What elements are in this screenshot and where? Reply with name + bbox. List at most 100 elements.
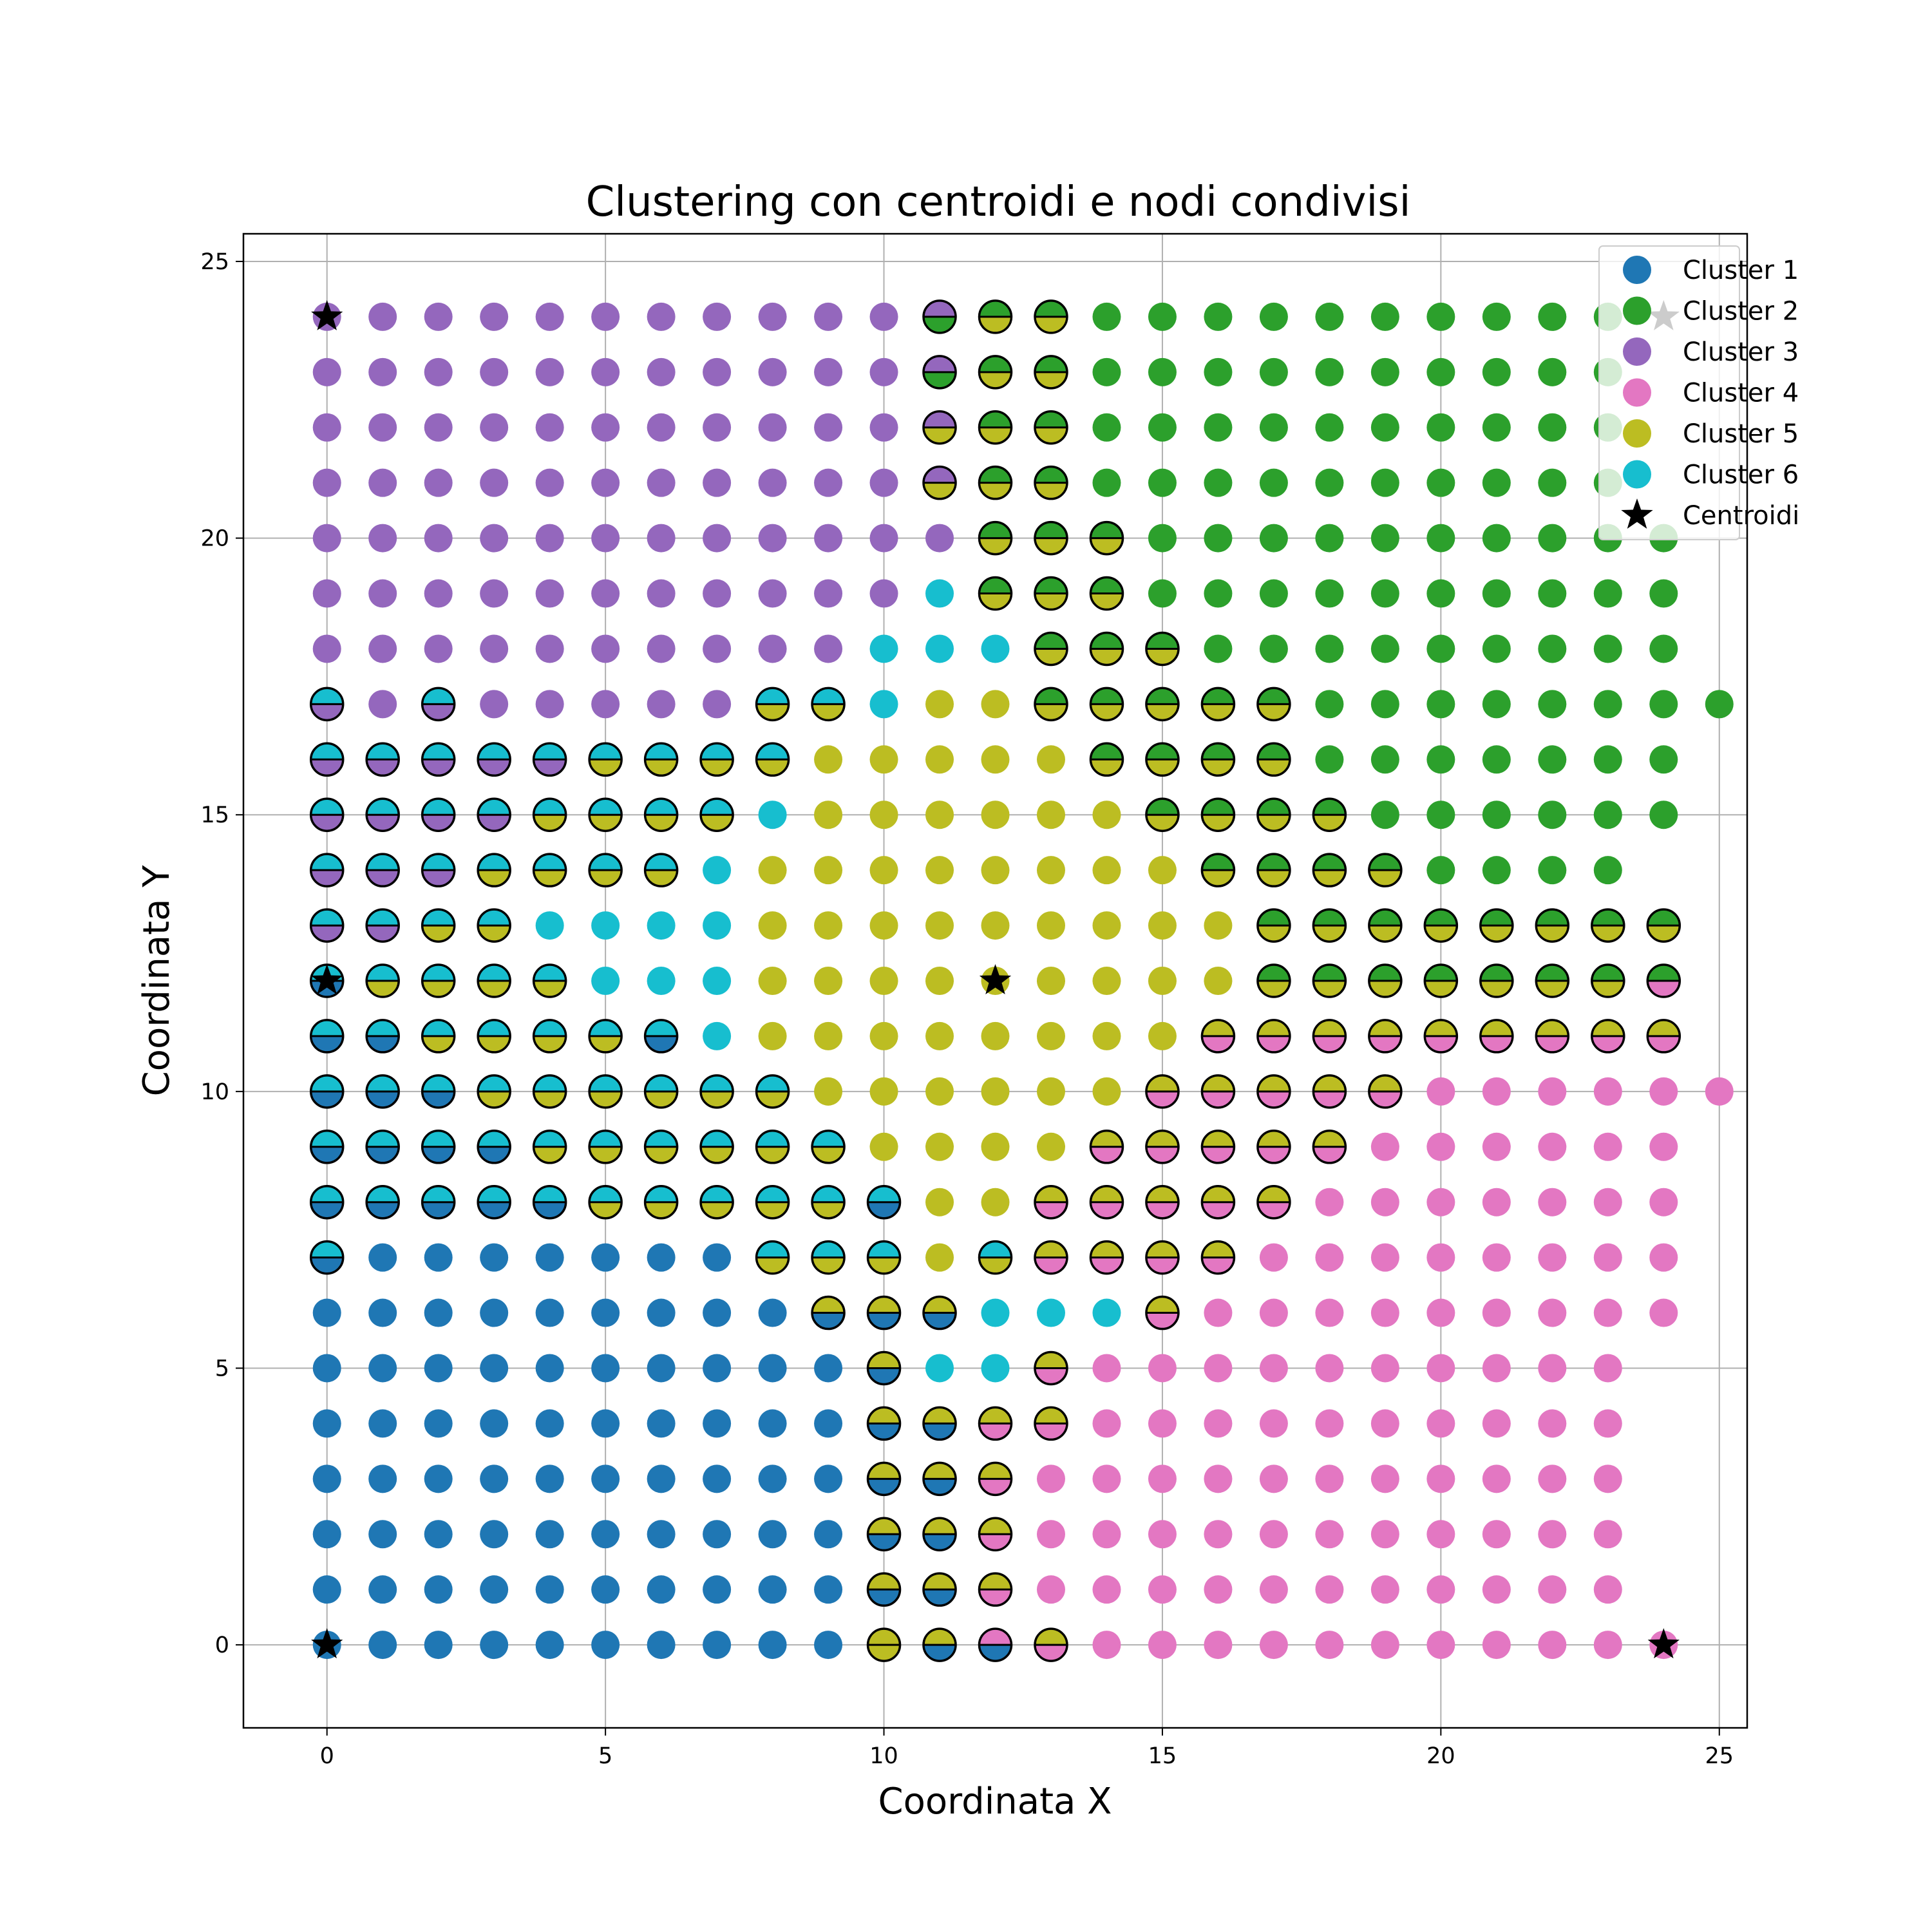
shared-node: [309, 1019, 345, 1054]
shared-node-outline: [532, 853, 567, 887]
shared-node: [643, 853, 679, 887]
shared-node: [811, 1184, 846, 1220]
shared-node-outline: [922, 1461, 957, 1497]
shared-node-bottom-half: [1034, 1645, 1067, 1662]
shared-node-top-half: [478, 743, 511, 760]
shared-node-outline: [1256, 742, 1291, 777]
shared-node: [1312, 853, 1347, 887]
shared-node-bottom-half: [923, 1312, 956, 1329]
shared-node-outline: [365, 1074, 400, 1109]
cluster-point: [1426, 468, 1455, 497]
shared-node: [309, 1074, 345, 1109]
cluster-point: [1092, 911, 1121, 940]
shared-node-top-half: [366, 1019, 399, 1036]
shared-node-top-half: [923, 1463, 956, 1479]
shared-node-top-half: [1591, 965, 1624, 981]
shared-node-bottom-half: [310, 1036, 343, 1052]
shared-node-top-half: [867, 1573, 900, 1590]
shared-node-outline: [755, 1130, 790, 1164]
legend-marker: [1623, 460, 1651, 489]
shared-node-bottom-half: [979, 1479, 1012, 1495]
shared-node: [588, 1184, 623, 1220]
shared-node-outline: [588, 1130, 623, 1164]
shared-node-outline: [978, 1572, 1013, 1607]
shared-node-bottom-half: [645, 1091, 677, 1108]
shared-node-outline: [643, 1074, 679, 1109]
shared-node: [309, 1130, 345, 1164]
cluster-point: [1204, 967, 1233, 995]
shared-node-outline: [421, 1074, 456, 1109]
cluster-point: [647, 1354, 676, 1383]
shared-node-top-half: [1368, 965, 1401, 981]
shared-node-bottom-half: [366, 1091, 399, 1108]
cluster-point: [480, 302, 509, 331]
cluster-point: [480, 413, 509, 442]
legend-centroid-marker: [1621, 498, 1653, 529]
shared-node-outline: [309, 1074, 345, 1109]
shared-node-outline: [1312, 797, 1347, 832]
shared-node-top-half: [1034, 1241, 1067, 1258]
shared-node: [1200, 1240, 1236, 1275]
shared-node-top-half: [812, 1296, 845, 1313]
cluster-point: [1148, 579, 1177, 608]
shared-node-bottom-half: [1202, 759, 1235, 776]
shared-node: [1034, 576, 1068, 611]
shared-node-bottom-half: [533, 1146, 566, 1163]
shared-node-bottom-half: [979, 1589, 1012, 1606]
shared-node-outline: [699, 1130, 734, 1164]
shared-node: [811, 687, 846, 722]
shared-node-outline: [866, 1627, 902, 1662]
shared-node: [532, 1130, 567, 1164]
cluster-point: [1482, 634, 1511, 663]
shared-node-outline: [755, 687, 790, 722]
shared-node-outline: [1368, 963, 1403, 998]
cluster-point: [1649, 1298, 1678, 1327]
shared-node-bottom-half: [478, 1036, 511, 1052]
shared-node-outline: [1535, 963, 1570, 998]
shared-node-outline: [1535, 1019, 1570, 1054]
shared-node-top-half: [310, 1019, 343, 1036]
shared-node-top-half: [1257, 743, 1290, 760]
cluster-point: [480, 1409, 509, 1438]
shared-node-bottom-half: [645, 759, 677, 776]
shared-node-bottom-half: [1146, 759, 1179, 776]
shared-node-outline: [588, 742, 623, 777]
x-tick-label: 20: [1426, 1743, 1455, 1769]
cluster-point: [480, 357, 509, 386]
shared-node-top-half: [1090, 1130, 1123, 1147]
shared-node-bottom-half: [1536, 981, 1569, 997]
shared-node-bottom-half: [1034, 1423, 1067, 1440]
shared-node: [978, 1517, 1013, 1552]
shared-node-outline: [1089, 520, 1124, 556]
shared-node-outline: [1034, 355, 1068, 390]
cluster-point: [703, 1243, 732, 1272]
cluster-point: [368, 468, 397, 497]
cluster-point: [1204, 1575, 1233, 1604]
shared-node-bottom-half: [1090, 1202, 1123, 1218]
shared-node-bottom-half: [1368, 1091, 1401, 1108]
shared-node: [477, 1130, 511, 1164]
cluster-point: [703, 1464, 732, 1493]
shared-node-bottom-half: [1257, 870, 1290, 887]
shared-node: [1034, 687, 1068, 722]
shared-node: [365, 963, 400, 998]
cluster-point: [312, 1354, 341, 1383]
shared-node-outline: [1034, 410, 1068, 445]
shared-node: [922, 1627, 957, 1662]
shared-node: [699, 797, 734, 832]
centroid-star: [311, 964, 343, 994]
shared-node: [1089, 631, 1124, 667]
shared-node-top-half: [366, 965, 399, 981]
cluster-point: [814, 1077, 843, 1106]
cluster-point: [1649, 745, 1678, 774]
shared-node-outline: [866, 1184, 902, 1220]
shared-node: [1256, 797, 1291, 832]
cluster-point: [368, 1354, 397, 1383]
cluster-point: [814, 579, 843, 608]
shared-node: [643, 797, 679, 832]
cluster-point: [1204, 1409, 1233, 1438]
shared-node-bottom-half: [1257, 1202, 1290, 1218]
shared-node: [699, 1130, 734, 1164]
shared-node: [1145, 687, 1180, 722]
shared-node-bottom-half: [867, 1589, 900, 1606]
